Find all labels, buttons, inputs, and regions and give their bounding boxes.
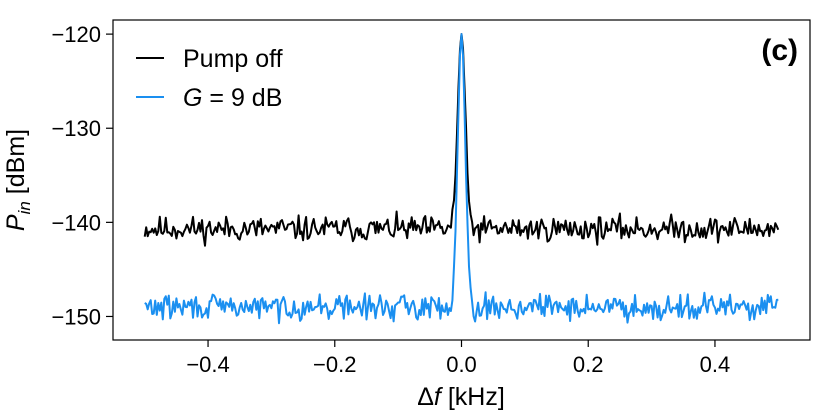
x-tick-label: 0.0 <box>446 352 477 377</box>
y-tick-label: −140 <box>51 210 101 235</box>
legend-label-gain-var: G <box>183 84 202 112</box>
y-axis-label: Pin [dBm] <box>2 129 34 231</box>
legend: Pump off G = 9 dB <box>136 45 283 112</box>
y-axis-label-var: P <box>2 214 30 231</box>
x-axis-label-delta: Δ <box>417 383 434 411</box>
x-tick-label: −0.4 <box>186 352 229 377</box>
y-axis-label-unit: [dBm] <box>2 129 30 201</box>
y-axis-label-sub: in <box>15 201 34 214</box>
x-axis-label-var: f <box>434 383 444 411</box>
panel-label: (c) <box>761 34 798 67</box>
y-tick-label: −120 <box>51 22 101 47</box>
series-line-1 <box>144 33 779 325</box>
legend-label-gain: G = 9 dB <box>183 84 282 112</box>
x-axis-label-unit: [kHz] <box>441 383 505 411</box>
legend-label-pump-off: Pump off <box>183 45 283 73</box>
x-tick-label: 0.4 <box>700 352 731 377</box>
y-tick-label: −150 <box>51 304 101 329</box>
legend-label-gain-rest: = 9 dB <box>202 84 282 112</box>
x-axis-label: Δf [kHz] <box>417 383 505 411</box>
x-tick-label: 0.2 <box>573 352 604 377</box>
ticks-layer: −0.4 −0.2 0.0 0.2 0.4 −150 −140 −130 −120 <box>51 22 730 377</box>
x-tick-label: −0.2 <box>313 352 356 377</box>
y-tick-label: −130 <box>51 116 101 141</box>
series-layer <box>143 33 780 325</box>
